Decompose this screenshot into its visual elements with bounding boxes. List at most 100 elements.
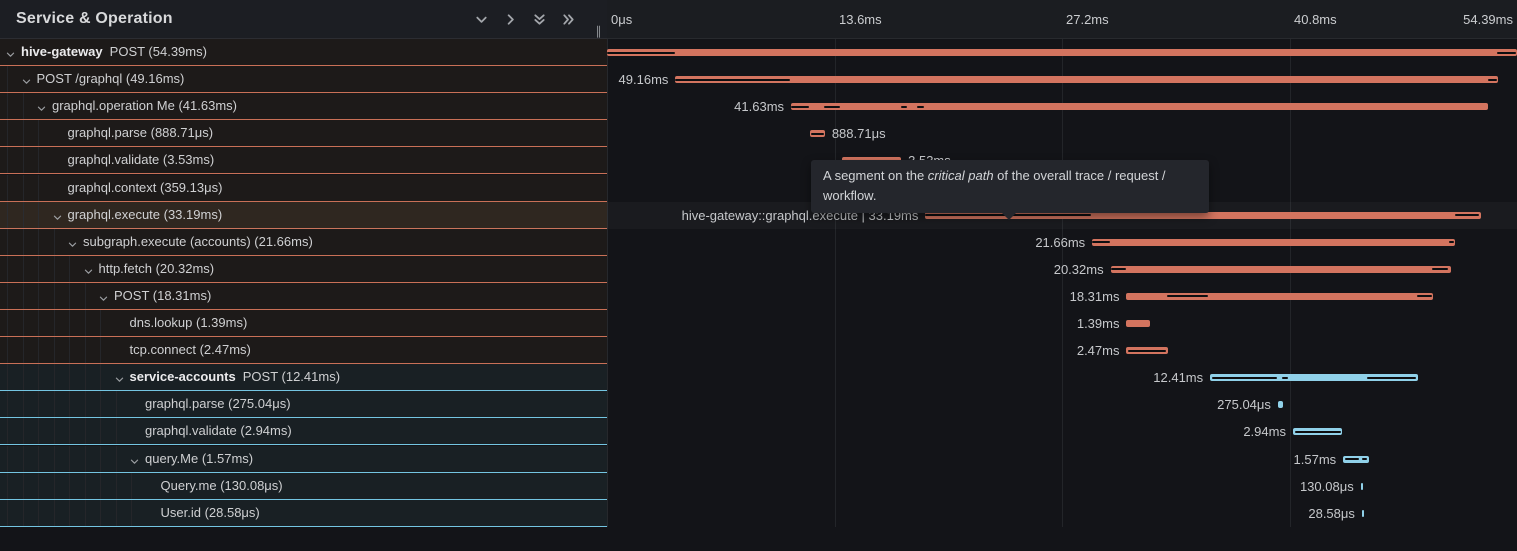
- indent-guide: [69, 472, 70, 499]
- span-bar-row[interactable]: 21.66ms: [0, 229, 1517, 256]
- collapse-chevron-icon[interactable]: [36, 101, 48, 113]
- span-tree-row[interactable]: graphql.validate (3.53ms): [0, 147, 607, 175]
- axis-tick-label: 0μs: [611, 12, 633, 27]
- collapse-chevron-icon[interactable]: [98, 291, 110, 303]
- critical-path-segment: [791, 105, 810, 108]
- critical-path-segment: [811, 132, 824, 135]
- indent-guide: [22, 337, 24, 364]
- indent-guide: [69, 337, 70, 364]
- span-duration-label: 130.08μs: [1299, 478, 1354, 494]
- span-bar-row[interactable]: 2.94ms: [0, 418, 1517, 445]
- collapse-chevron-icon[interactable]: [21, 74, 33, 86]
- tooltip-text-suffix: of the overall trace / request / workflo…: [823, 168, 1166, 203]
- span-duration-bar[interactable]: [675, 76, 1498, 84]
- critical-path-segment: [1367, 376, 1416, 379]
- span-tree-row[interactable]: graphql.parse (275.04μs): [0, 391, 607, 419]
- span-bar-row[interactable]: 359.13μs: [0, 175, 1517, 202]
- span-bar-row[interactable]: 888.71μs: [0, 120, 1517, 147]
- span-duration-bar[interactable]: [1277, 401, 1283, 409]
- collapse-chevron-icon[interactable]: [5, 47, 17, 59]
- span-bar-row[interactable]: 49.16ms: [0, 66, 1517, 93]
- span-tree-row[interactable]: graphql.context (359.13μs): [0, 174, 607, 202]
- collapse-chevron-icon[interactable]: [52, 210, 64, 222]
- span-name-label: query.Me (1.57ms): [145, 450, 254, 466]
- span-duration-bar[interactable]: [925, 211, 1481, 219]
- critical-path-segment: [1455, 214, 1479, 217]
- span-bar-row[interactable]: 18.31ms: [0, 283, 1517, 310]
- span-tree-row[interactable]: graphql.validate (2.94ms): [0, 418, 607, 446]
- double-chevron-down-icon[interactable]: [528, 9, 550, 31]
- indent-guide: [53, 255, 55, 282]
- span-duration-bar[interactable]: [1210, 374, 1418, 382]
- span-bar-row[interactable]: 1.57ms: [0, 446, 1517, 473]
- span-tree-row[interactable]: service-accounts POST (12.41ms): [0, 364, 607, 392]
- indent-guide: [84, 499, 86, 526]
- indent-guide: [69, 255, 70, 282]
- span-tree-row[interactable]: dns.lookup (1.39ms): [0, 310, 607, 338]
- indent-guide: [53, 418, 55, 445]
- critical-path-segment: [1431, 268, 1448, 271]
- span-tree-row[interactable]: User.id (28.58μs): [0, 499, 607, 527]
- span-duration-bar[interactable]: [1126, 320, 1150, 327]
- critical-path-segment: [607, 51, 675, 54]
- span-tree-row[interactable]: POST (18.31ms): [0, 282, 607, 310]
- span-duration-bar[interactable]: [1092, 238, 1455, 246]
- collapse-chevron-icon[interactable]: [129, 454, 141, 466]
- collapse-chevron-icon[interactable]: [67, 237, 79, 249]
- span-bar-row[interactable]: 41.63ms: [0, 93, 1517, 120]
- collapse-chevron-icon[interactable]: [83, 264, 95, 276]
- span-tree-row[interactable]: http.fetch (20.32ms): [0, 255, 607, 283]
- span-bar-row[interactable]: 20.32ms: [0, 256, 1517, 283]
- chevron-right-icon[interactable]: [499, 9, 521, 31]
- span-duration-bar[interactable]: [1360, 482, 1363, 490]
- indent-guide: [7, 337, 8, 364]
- span-tree-row[interactable]: graphql.execute (33.19ms): [0, 201, 607, 229]
- double-chevron-right-icon[interactable]: [557, 9, 579, 31]
- span-duration-bar[interactable]: [607, 49, 1517, 56]
- timeline-axis: 0μs 13.6ms 27.2ms 40.8ms 54.39ms: [607, 0, 1517, 39]
- chevron-down-icon[interactable]: [470, 9, 492, 31]
- span-duration-label: 1.39ms: [1076, 316, 1120, 331]
- collapse-chevron-icon[interactable]: [114, 372, 126, 384]
- indent-guide: [38, 445, 39, 472]
- critical-path-tooltip: A segment on the critical path of the ov…: [811, 160, 1209, 220]
- indent-guide: [7, 282, 8, 309]
- span-bar-row[interactable]: 2.47ms: [0, 337, 1517, 364]
- span-duration-label: 41.63ms: [734, 99, 785, 115]
- tooltip-arrow: [1002, 213, 1016, 220]
- panel-resize-handle[interactable]: ∥: [595, 24, 603, 38]
- span-tree-row[interactable]: graphql.operation Me (41.63ms): [0, 93, 607, 121]
- span-bar-row[interactable]: 28.58μs: [0, 500, 1517, 527]
- span-tree-row[interactable]: hive-gateway POST (54.39ms): [0, 39, 607, 67]
- span-bar-row[interactable]: 275.04μs: [0, 391, 1517, 418]
- span-duration-bar[interactable]: [1110, 265, 1451, 273]
- indent-guide: [84, 337, 86, 364]
- span-tree-row[interactable]: graphql.parse (888.71μs): [0, 120, 607, 148]
- span-bar-row[interactable]: 12.41ms: [0, 364, 1517, 391]
- span-tree-row[interactable]: subgraph.execute (accounts) (21.66ms): [0, 228, 607, 256]
- indent-guide: [84, 282, 86, 309]
- span-duration-bar[interactable]: [1126, 292, 1433, 300]
- critical-path-segment: [1092, 241, 1110, 244]
- span-tree-row[interactable]: Query.me (130.08μs): [0, 472, 607, 500]
- span-bar-row[interactable]: 3.53ms: [0, 147, 1517, 174]
- span-duration-label: 49.16ms: [618, 72, 669, 88]
- span-bar-row[interactable]: 1.39ms: [0, 310, 1517, 337]
- span-duration-bar[interactable]: [791, 103, 1488, 111]
- span-bar-row[interactable]: 130.08μs: [0, 473, 1517, 500]
- span-tree-row[interactable]: query.Me (1.57ms): [0, 445, 607, 473]
- span-name-label: graphql.validate (2.94ms): [145, 423, 292, 439]
- span-name-label: tcp.connect (2.47ms): [129, 342, 251, 358]
- span-duration-label: 21.66ms: [1035, 234, 1086, 250]
- indent-guide: [22, 391, 24, 418]
- indent-guide: [7, 255, 8, 282]
- span-tree-row[interactable]: tcp.connect (2.47ms): [0, 337, 607, 365]
- span-bar-row[interactable]: [0, 39, 1517, 66]
- span-bar-row[interactable]: hive-gateway::graphql.execute | 33.19ms: [0, 202, 1517, 229]
- indent-guide: [7, 418, 8, 445]
- span-duration-label: 2.47ms: [1076, 343, 1120, 359]
- span-tree-row[interactable]: POST /graphql (49.16ms): [0, 66, 607, 94]
- indent-guide: [7, 472, 8, 499]
- span-duration-bar[interactable]: [1361, 509, 1364, 517]
- span-name-label: Query.me (130.08μs): [160, 477, 283, 493]
